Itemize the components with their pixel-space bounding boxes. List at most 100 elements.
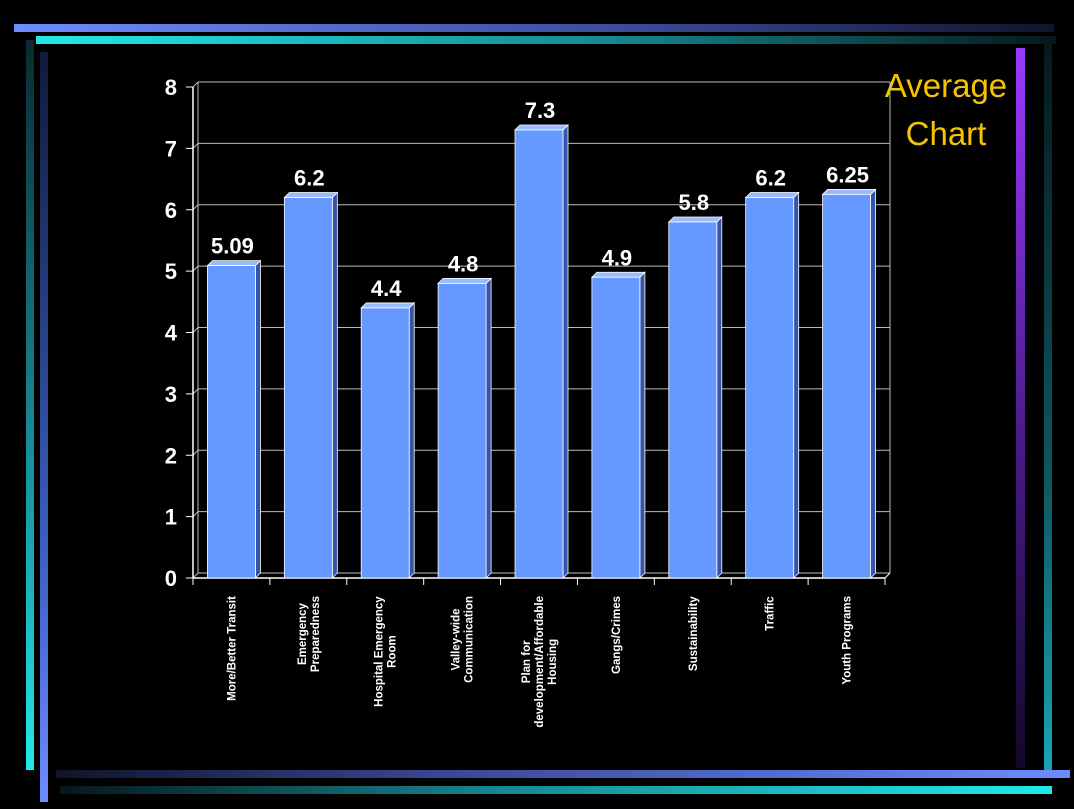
x-tick-label-line: Preparedness [310,596,322,672]
x-tick-labels: More/Better Transit EmergencyPreparedness… [226,596,853,728]
y-tick-label: 2 [165,443,177,468]
bars [206,123,877,579]
y-tick-label: 3 [165,382,177,407]
bar-side [716,216,723,579]
gridline-depth [192,143,199,149]
bar [437,277,493,579]
data-label: 4.4 [371,276,402,301]
bar-side [870,188,876,579]
bar-side [331,191,338,579]
y-tick-label: 6 [165,198,177,223]
x-tick-label-line: Youth Programs [842,596,854,685]
bar-side [793,191,800,579]
y-tick-label: 8 [165,75,177,100]
bar-top [590,271,646,278]
bar-top [206,260,262,267]
chart-title-line-2: Chart [905,115,987,152]
bar-front [360,307,410,579]
x-tick-label-line: More/Better Transit [226,596,238,701]
data-labels: 5.09 6.2 4.4 4.8 7.3 4.9 5.8 6.2 6.25 [211,98,869,301]
data-label: 5.09 [211,234,254,259]
x-tick-label-line: Traffic [765,596,777,631]
data-label: 6.2 [294,165,325,190]
y-tick-label: 4 [165,321,178,346]
x-tick-label: Traffic [765,596,777,631]
gridline-depth [192,449,199,456]
bar-top [667,216,723,223]
frame-bottom-bar-inner [60,786,1052,794]
x-tick-label-line: Communication [464,596,476,683]
bar [360,301,416,579]
data-label: 4.9 [602,245,633,270]
data-label: 5.8 [678,190,709,215]
bar [283,191,339,579]
x-tick-label: Youth Programs [842,596,854,685]
x-tick-label-line: development/Affordable [534,596,546,728]
x-tick-label-line: Valley-wide [451,608,463,670]
y-tick-labels: 0 1 2 3 4 5 6 7 8 [165,75,178,591]
x-tick-label-line: Plan for [521,640,533,683]
bar-front [207,265,256,579]
frame-right-bar-inner [1044,36,1052,776]
bar-top [514,124,569,131]
gridline-depth [192,388,199,395]
y-tick-label: 0 [165,566,177,591]
y-tick-label: 1 [165,505,177,530]
x-tick-label: EmergencyPreparedness [297,596,322,672]
bar-front [283,197,333,579]
gridline-depth [192,81,199,88]
bar [590,271,646,579]
bar-front [668,221,718,579]
bar-front [437,282,487,579]
x-axis-depth [884,572,891,579]
frame-left-bar-outer [26,40,34,770]
x-tick-label: Gangs/Crimes [611,596,623,674]
bar [821,188,877,579]
frame-top-bar-outer [14,24,1054,32]
bar-side [485,277,492,579]
x-tick-label: Sustainability [688,596,700,671]
bar-top [437,277,493,284]
bar-top [821,189,877,195]
data-label: 6.2 [755,165,786,190]
data-label: 7.3 [525,98,556,123]
y-tick-label: 7 [165,136,177,161]
bar [206,259,262,579]
gridline-depth [192,572,199,579]
bar [667,216,723,579]
frame-bottom-bar-outer [56,770,1070,778]
frame-right-bar-outer [1016,48,1025,768]
x-tick-label-line: Hospital Emergency [374,596,386,707]
bar-front [822,194,871,579]
chart-title-line-1: Average [884,67,1008,104]
gridline-depth [192,511,199,517]
x-tick-label-line: Gangs/Crimes [611,596,623,674]
bar-side [408,301,415,579]
data-label: 6.25 [826,162,869,187]
y-tick-label: 5 [165,259,177,284]
bar-top [360,302,416,309]
frame-left-bar-inner [40,52,48,802]
x-tick-label-line: Room [387,635,399,668]
bar-side [255,259,261,579]
gridline-depth [192,327,199,333]
bar [514,123,569,579]
bar-front [591,276,641,579]
bar-side [562,123,569,579]
x-tick-label: Hospital EmergencyRoom [374,596,399,707]
x-tick-label-line: Emergency [297,602,309,665]
data-label: 4.8 [448,251,479,276]
x-tick-label: Plan fordevelopment/AffordableHousing [521,596,559,728]
bar-side [639,271,646,579]
x-tick-label: Valley-wideCommunication [451,596,476,683]
x-tick-label-line: Sustainability [688,596,700,671]
frame-top-bar-inner [36,36,1056,44]
gridline-depth [192,265,199,272]
bar-front [745,197,795,579]
bar-front [514,129,564,579]
x-tick-label-line: Housing [547,639,559,685]
gridline-depth [192,204,199,211]
bar [744,191,800,579]
x-tick-label: More/Better Transit [226,596,238,701]
